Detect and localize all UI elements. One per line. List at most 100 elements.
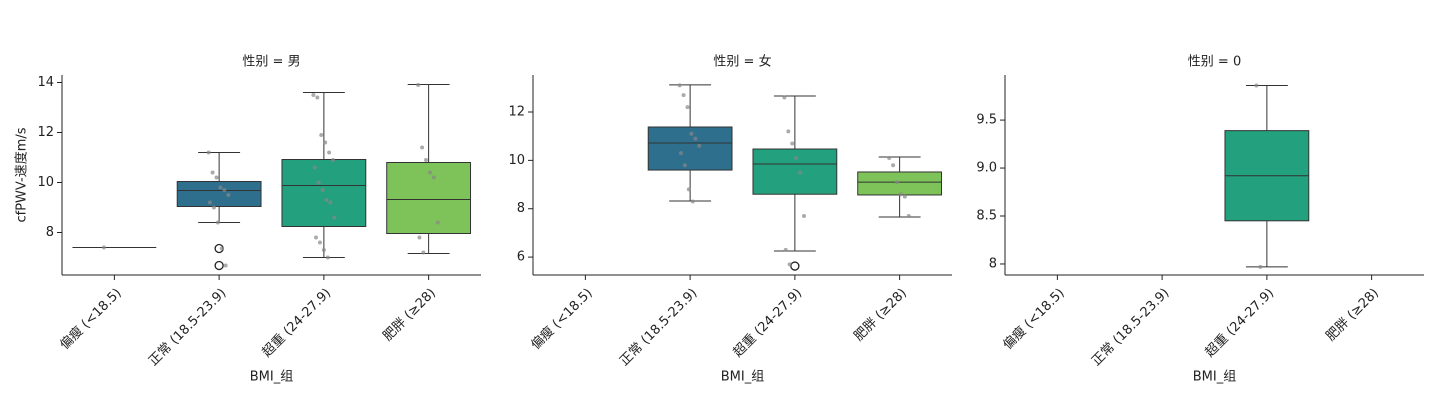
- strip-point: [420, 145, 425, 150]
- x-tick-label: 正常 (18.5-23.9): [146, 286, 229, 369]
- strip-point: [798, 170, 803, 175]
- x-tick-label: 偏瘦 (<18.5): [1000, 285, 1068, 353]
- x-tick-label: 正常 (18.5-23.9): [1089, 286, 1172, 369]
- x-tick-label: 肥胖 (≥28): [851, 286, 909, 344]
- x-tick-label: 肥胖 (≥28): [1323, 286, 1381, 344]
- x-tick-label: 超重 (24-27.9): [1202, 285, 1277, 360]
- x-tick-label: 肥胖 (≥28): [380, 286, 438, 344]
- strip-point: [887, 155, 892, 160]
- panel-title: 性别 = 男: [242, 55, 300, 70]
- strip-point: [323, 140, 328, 145]
- y-tick-label: 9.0: [976, 161, 997, 176]
- strip-point: [891, 163, 896, 168]
- strip-point: [898, 192, 903, 197]
- strip-point: [207, 200, 212, 205]
- strip-point: [325, 255, 330, 260]
- x-axis-label: BMI_组: [721, 370, 764, 385]
- strip-point: [211, 205, 216, 210]
- strip-point: [783, 247, 788, 252]
- x-axis-label: BMI_组: [250, 370, 293, 385]
- strip-point: [223, 263, 228, 268]
- strip-point: [678, 151, 683, 156]
- x-tick-label: 偏瘦 (<18.5): [528, 285, 596, 353]
- outlier: [214, 260, 224, 271]
- panel-title: 性别 = 0: [1188, 55, 1241, 70]
- strip-point: [690, 199, 695, 204]
- x-tick-label: 超重 (24-27.9): [259, 285, 334, 360]
- strip-point: [314, 235, 319, 240]
- strip-point: [319, 133, 324, 137]
- strip-point: [1258, 264, 1263, 269]
- box: [386, 162, 472, 234]
- strip-point: [1254, 83, 1259, 88]
- strip-point: [421, 250, 426, 255]
- strip-point: [431, 175, 436, 180]
- strip-point: [218, 185, 223, 190]
- strip-point: [790, 141, 795, 146]
- strip-point: [902, 194, 907, 199]
- strip-point: [906, 213, 911, 218]
- strip-point: [682, 163, 687, 168]
- strip-point: [786, 129, 791, 134]
- strip-point: [681, 93, 686, 98]
- y-tick-label: 12: [37, 125, 54, 140]
- strip-point: [215, 220, 220, 225]
- strip-point: [787, 262, 792, 267]
- x-axis-label: BMI_组: [1193, 370, 1236, 385]
- y-tick-label: 10: [508, 153, 525, 168]
- strip-point: [332, 215, 337, 220]
- strip-point: [697, 143, 702, 148]
- strip-point: [794, 155, 799, 160]
- y-tick-label: 14: [37, 75, 54, 90]
- strip-point: [327, 150, 332, 155]
- strip-point: [226, 193, 231, 197]
- strip-point: [685, 105, 690, 110]
- strip-point: [689, 131, 694, 136]
- strip-point: [222, 188, 227, 192]
- box: [281, 159, 367, 227]
- strip-point: [320, 188, 325, 192]
- strip-point: [324, 198, 329, 202]
- strip-point: [416, 83, 421, 87]
- y-tick-label: 8.5: [976, 209, 997, 224]
- strip-point: [316, 180, 321, 185]
- x-tick-label: 正常 (18.5-23.9): [617, 286, 700, 369]
- strip-point: [312, 165, 317, 170]
- strip-point: [693, 136, 698, 141]
- box: [752, 148, 838, 195]
- strip-point: [435, 220, 440, 225]
- box: [176, 181, 262, 207]
- strip-point: [321, 248, 326, 252]
- y-tick-label: 6: [517, 250, 525, 265]
- strip-point: [210, 170, 215, 175]
- strip-point: [331, 158, 336, 162]
- strip-point: [214, 175, 219, 180]
- box: [857, 171, 943, 196]
- x-tick-label: 偏瘦 (<18.5): [57, 285, 125, 353]
- strip-point: [427, 170, 432, 175]
- strip-point: [677, 83, 682, 88]
- y-tick-label: 12: [508, 105, 525, 120]
- x-tick-label: 超重 (24-27.9): [730, 285, 805, 360]
- y-tick-label: 8: [46, 225, 54, 240]
- panel-title: 性别 = 女: [713, 54, 771, 70]
- outlier: [790, 261, 800, 271]
- y-tick-label: 8: [989, 256, 997, 271]
- y-tick-label: 8: [517, 201, 525, 216]
- y-tick-label: 9.5: [976, 113, 997, 128]
- strip-point: [417, 235, 422, 240]
- strip-point: [424, 158, 429, 162]
- y-axis-label: cfPWV-速度m/s: [14, 127, 30, 222]
- strip-point: [317, 240, 322, 245]
- strip-point: [311, 93, 316, 97]
- strip-point: [101, 245, 106, 250]
- strip-point: [315, 95, 320, 100]
- y-tick-label: 10: [37, 175, 54, 190]
- strip-point: [802, 213, 807, 218]
- strip-point: [219, 246, 224, 251]
- strip-point: [206, 150, 211, 155]
- strip-point: [686, 187, 691, 192]
- strip-point: [782, 95, 787, 100]
- strip-point: [895, 180, 900, 185]
